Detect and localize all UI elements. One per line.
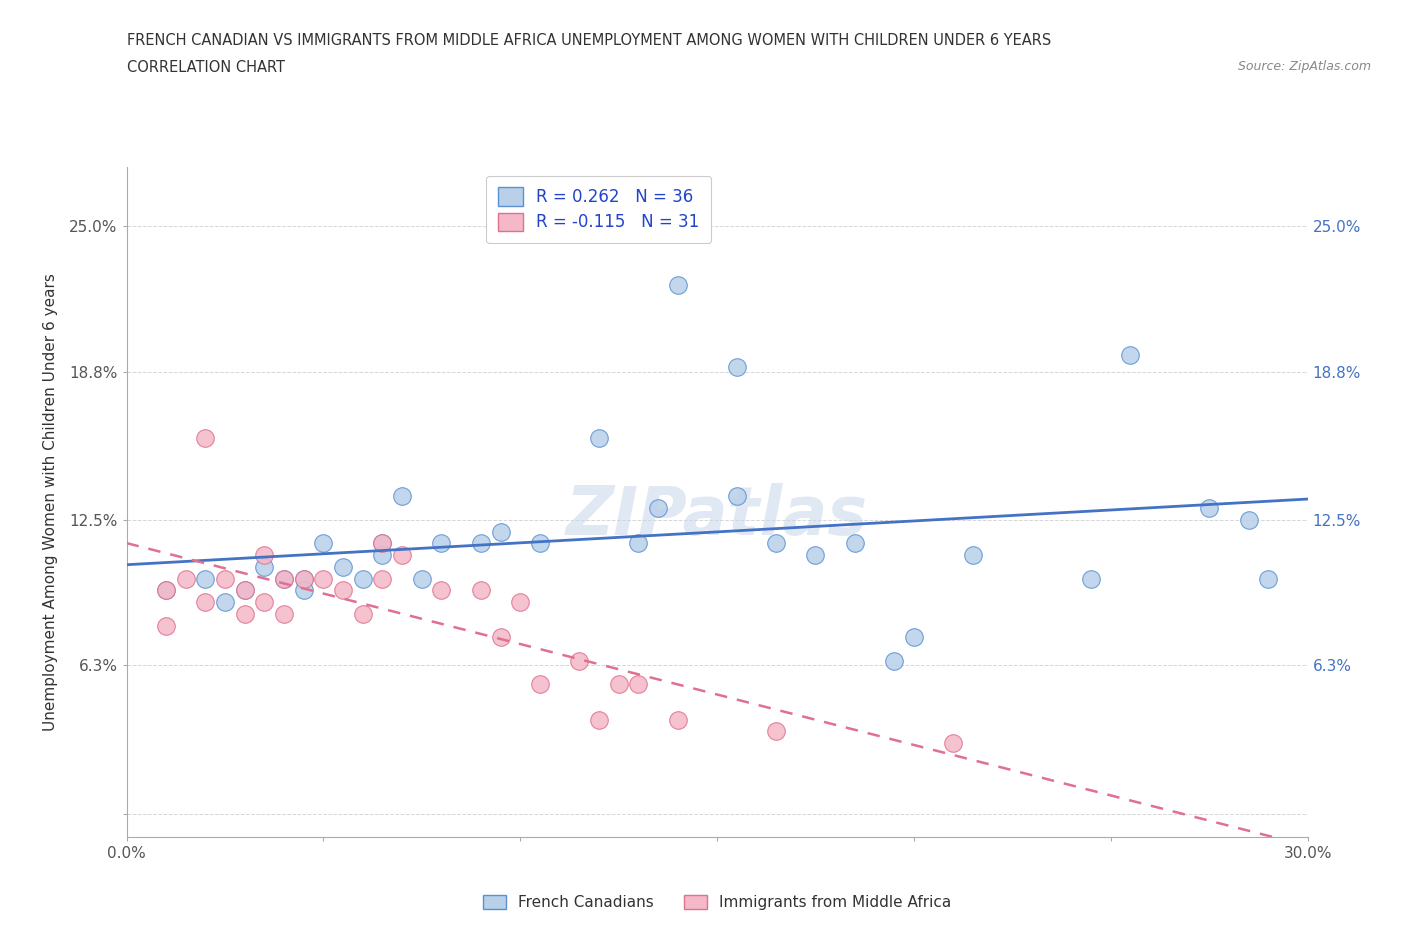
Point — [352, 571, 374, 586]
Text: CORRELATION CHART: CORRELATION CHART — [127, 60, 284, 75]
Point — [588, 431, 610, 445]
Point — [352, 606, 374, 621]
Point — [214, 594, 236, 609]
Point — [273, 606, 295, 621]
Point — [233, 583, 256, 598]
Point — [647, 500, 669, 515]
Point — [1237, 512, 1260, 527]
Point — [253, 548, 276, 563]
Point — [470, 536, 492, 551]
Point — [725, 360, 748, 375]
Point — [253, 559, 276, 574]
Point — [962, 548, 984, 563]
Y-axis label: Unemployment Among Women with Children Under 6 years: Unemployment Among Women with Children U… — [44, 273, 58, 731]
Point — [391, 489, 413, 504]
Point — [391, 548, 413, 563]
Point — [627, 536, 650, 551]
Point — [194, 571, 217, 586]
Point — [371, 536, 394, 551]
Point — [312, 571, 335, 586]
Point — [883, 654, 905, 669]
Point — [607, 677, 630, 692]
Point — [844, 536, 866, 551]
Legend: French Canadians, Immigrants from Middle Africa: French Canadians, Immigrants from Middle… — [477, 889, 957, 916]
Point — [194, 594, 217, 609]
Point — [214, 571, 236, 586]
Point — [194, 431, 217, 445]
Point — [1119, 348, 1142, 363]
Point — [371, 571, 394, 586]
Point — [332, 583, 354, 598]
Point — [903, 630, 925, 644]
Point — [233, 583, 256, 598]
Point — [273, 571, 295, 586]
Point — [666, 277, 689, 292]
Point — [292, 571, 315, 586]
Point — [253, 594, 276, 609]
Point — [489, 525, 512, 539]
Point — [233, 606, 256, 621]
Point — [470, 583, 492, 598]
Point — [509, 594, 531, 609]
Point — [155, 618, 177, 633]
Point — [529, 677, 551, 692]
Point — [568, 654, 591, 669]
Point — [371, 536, 394, 551]
Point — [1198, 500, 1220, 515]
Point — [942, 736, 965, 751]
Text: FRENCH CANADIAN VS IMMIGRANTS FROM MIDDLE AFRICA UNEMPLOYMENT AMONG WOMEN WITH C: FRENCH CANADIAN VS IMMIGRANTS FROM MIDDL… — [127, 33, 1050, 47]
Point — [411, 571, 433, 586]
Point — [529, 536, 551, 551]
Point — [292, 583, 315, 598]
Point — [765, 536, 787, 551]
Point — [765, 724, 787, 738]
Point — [430, 583, 453, 598]
Point — [155, 583, 177, 598]
Point — [174, 571, 197, 586]
Point — [371, 548, 394, 563]
Point — [430, 536, 453, 551]
Point — [588, 712, 610, 727]
Point — [627, 677, 650, 692]
Point — [273, 571, 295, 586]
Point — [332, 559, 354, 574]
Point — [292, 571, 315, 586]
Point — [312, 536, 335, 551]
Point — [666, 712, 689, 727]
Text: ZIPatlas: ZIPatlas — [567, 483, 868, 549]
Point — [725, 489, 748, 504]
Point — [1080, 571, 1102, 586]
Point — [804, 548, 827, 563]
Point — [1257, 571, 1279, 586]
Point — [155, 583, 177, 598]
Point — [489, 630, 512, 644]
Text: Source: ZipAtlas.com: Source: ZipAtlas.com — [1237, 60, 1371, 73]
